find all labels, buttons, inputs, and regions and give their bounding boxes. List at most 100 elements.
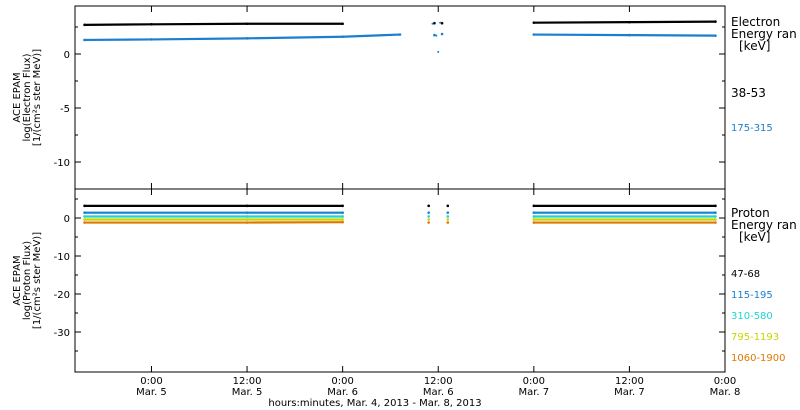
x-tick-label-date: Mar. 7 — [518, 387, 549, 398]
data-point — [341, 22, 344, 26]
proton-panel: 0 -10 -20 -30 ACE EPAM log(Proton Flux) [1/(cm… — [12, 188, 797, 373]
series-line-segment — [629, 34, 716, 37]
data-point — [714, 218, 717, 221]
data-point — [427, 218, 430, 221]
data-point — [435, 34, 438, 37]
y-tick-label: -10 — [54, 252, 70, 263]
legend-entry: 38-53 — [731, 86, 766, 100]
x-tick-label-time: 0:00 — [523, 376, 545, 387]
y-axis-label-line: [1/(cm²s ster MeV)] — [32, 232, 43, 329]
x-tick-label-time: 0:00 — [331, 376, 353, 387]
y-axis-label-line: [1/(cm²s ster MeV)] — [32, 49, 43, 146]
x-tick-label-time: 0:00 — [140, 376, 162, 387]
data-point — [440, 32, 444, 36]
x-tick-label-time: 12:00 — [233, 376, 262, 387]
data-point — [628, 20, 631, 24]
data-point — [433, 21, 436, 25]
data-point — [245, 215, 249, 218]
data-point — [714, 211, 717, 214]
data-point — [83, 215, 86, 218]
electron-y-ticks: 0 -5 -10 — [54, 26, 725, 169]
data-point — [446, 218, 450, 221]
proton-plot-frame — [74, 188, 726, 373]
legend-title: Proton — [731, 206, 770, 220]
data-point — [245, 221, 249, 224]
legend-entry: 175-315 — [731, 123, 773, 134]
data-point — [714, 20, 717, 23]
data-point — [446, 211, 450, 214]
series-38-53 — [83, 20, 717, 27]
legend-title: Energy ran — [731, 218, 797, 232]
data-point — [83, 211, 86, 214]
data-point — [341, 220, 344, 224]
electron-panel: 0 -5 -10 ACE EPAM log(Electron Flux) [1/(cm²s… — [12, 5, 797, 190]
legend-entry: 795-1193 — [731, 332, 779, 343]
data-point — [532, 218, 536, 221]
data-point — [83, 23, 86, 27]
data-point — [83, 38, 86, 42]
data-point — [446, 221, 450, 224]
legend-entry: 310-580 — [731, 311, 773, 322]
data-point — [446, 204, 450, 208]
series-line-segment — [84, 38, 152, 42]
legend-entry: 115-195 — [731, 290, 773, 301]
y-axis-label-line: log(Proton Flux) — [22, 241, 33, 320]
series-line-segment — [533, 33, 630, 37]
series-47-68 — [83, 204, 717, 208]
data-point — [83, 204, 86, 208]
data-point — [245, 22, 249, 26]
x-axis-label: hours:minutes, Mar. 4, 2013 - Mar. 8, 20… — [268, 398, 481, 409]
series-line-segment — [342, 33, 401, 38]
series-310-580 — [83, 215, 717, 218]
y-tick-label: -10 — [54, 158, 70, 169]
legend-title: Electron — [731, 15, 780, 29]
x-tick-label-date: Mar. 8 — [710, 387, 741, 398]
electron-y-axis-label: ACE EPAM log(Electron Flux) [1/(cm²s ster … — [12, 49, 43, 146]
data-point — [398, 33, 402, 36]
data-point — [532, 33, 536, 36]
y-axis-label-line: log(Electron Flux) — [22, 53, 33, 141]
data-point — [714, 215, 717, 218]
x-tick-label-time: 12:00 — [424, 376, 453, 387]
data-point — [532, 215, 536, 218]
data-gap-marks — [431, 21, 442, 53]
y-tick-label: 0 — [64, 50, 70, 61]
legend-entry: 47-68 — [731, 269, 760, 280]
x-tick-label-time: 12:00 — [615, 376, 644, 387]
series-1060-1900 — [83, 220, 717, 224]
y-tick-label: -30 — [54, 328, 70, 339]
legend-title: [keV] — [739, 230, 770, 244]
series-line-segment — [247, 35, 343, 40]
data-point — [714, 204, 717, 208]
data-point — [437, 50, 440, 53]
data-point — [341, 215, 344, 218]
y-axis-label-line: ACE EPAM — [12, 255, 23, 305]
data-point — [427, 221, 430, 224]
data-point — [83, 221, 86, 224]
data-point — [83, 218, 86, 221]
data-point — [150, 38, 153, 41]
data-point — [245, 211, 249, 214]
data-point — [714, 34, 717, 37]
data-point — [532, 221, 536, 224]
series-line-segment — [151, 22, 248, 26]
data-point — [341, 218, 344, 221]
data-point — [532, 204, 536, 208]
y-tick-label: -5 — [60, 104, 70, 115]
series-line-segment — [629, 20, 716, 24]
x-tick-label-time: 0:00 — [714, 376, 736, 387]
series-175-315 — [83, 32, 717, 42]
y-tick-label: -20 — [54, 290, 70, 301]
data-point — [341, 211, 344, 214]
data-point — [245, 204, 249, 208]
proton-y-ticks: 0 -10 -20 -30 — [54, 198, 725, 352]
data-point — [341, 35, 344, 39]
data-point — [532, 21, 536, 24]
legend-entry: 1060-1900 — [731, 353, 786, 364]
series-115-195 — [83, 211, 717, 214]
x-tick-label-date: Mar. 5 — [136, 387, 167, 398]
x-tick-label-date: Mar. 5 — [232, 387, 263, 398]
